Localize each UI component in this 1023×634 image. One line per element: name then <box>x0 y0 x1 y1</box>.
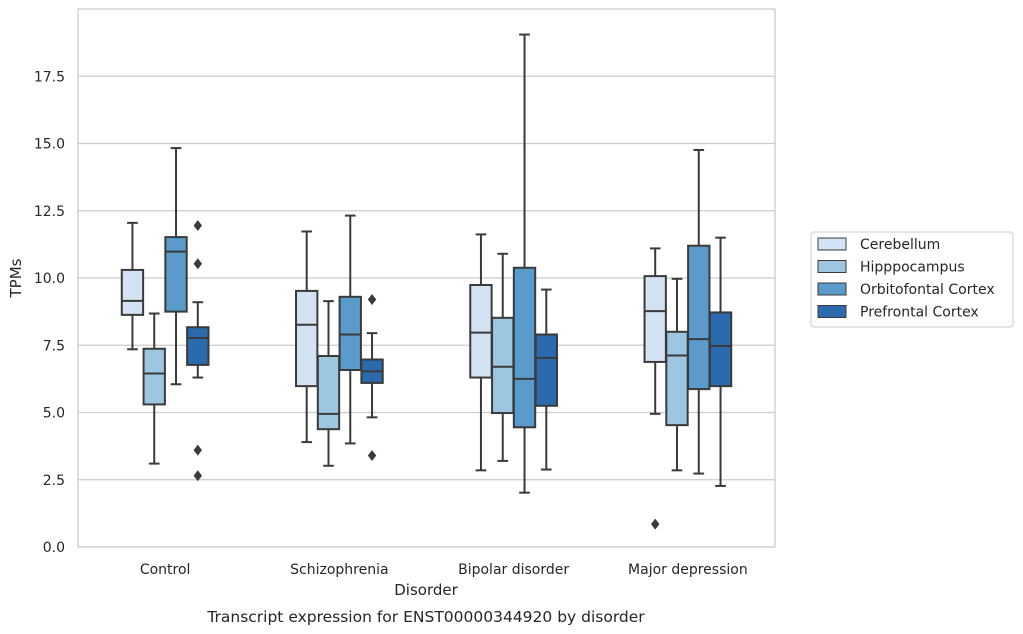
box-prefrontal-cortex-bipolar-disorder <box>536 290 557 470</box>
legend: Cerebellum Hipppocampus Orbitofontal Corte… <box>811 232 1013 327</box>
outlier-point <box>194 445 202 456</box>
y-axis-label: TPMs <box>7 258 25 298</box>
legend-swatch <box>818 261 846 273</box>
box-prefrontal-cortex-control <box>187 220 208 481</box>
x-tick-labels: Control Schizophrenia Bipolar disorder Majo… <box>140 562 748 578</box>
x-axis-label: Disorder <box>394 581 458 599</box>
y-tick-labels: 0.0 2.5 5.0 7.5 10.0 12.5 15.0 17.5 <box>34 69 65 556</box>
x-tick-label: Bipolar disorder <box>458 562 569 578</box>
box-iqr <box>296 291 317 386</box>
x-tick-label: Schizophrenia <box>290 562 388 578</box>
outlier-point <box>368 450 376 461</box>
box-iqr <box>536 334 557 405</box>
box-hipppocampus-bipolar-disorder <box>492 254 513 461</box>
box-orbitofontal-cortex-control <box>165 148 186 384</box>
box-orbitofontal-cortex-major-depression <box>688 150 709 474</box>
outlier-point <box>194 258 202 269</box>
box-cerebellum-control <box>122 223 143 349</box>
box-hipppocampus-major-depression <box>666 279 687 471</box>
x-tick-label: Major depression <box>628 562 748 578</box>
box-iqr <box>666 332 687 425</box>
box-iqr <box>187 327 208 365</box>
box-hipppocampus-schizophrenia <box>318 301 339 466</box>
legend-label: Prefrontal Cortex <box>860 305 979 321</box>
chart-caption: Transcript expression for ENST0000034492… <box>206 608 645 626</box>
box-iqr <box>122 270 143 315</box>
outlier-point <box>194 220 202 231</box>
y-tick-label: 12.5 <box>34 204 65 220</box>
box-prefrontal-cortex-major-depression <box>710 238 731 486</box>
y-tick-label: 10.0 <box>34 271 65 287</box>
box-iqr <box>645 276 666 362</box>
x-tick-label: Control <box>140 562 191 578</box>
legend-label: Cerebellum <box>860 237 940 253</box>
box-iqr <box>165 237 186 312</box>
box-iqr <box>688 246 709 389</box>
box-plot-chart: 0.0 2.5 5.0 7.5 10.0 12.5 15.0 17.5 Control Schi… <box>0 0 1023 634</box>
y-tick-label: 0.0 <box>43 540 65 556</box>
box-iqr <box>318 356 339 429</box>
box-cerebellum-bipolar-disorder <box>470 234 491 470</box>
y-tick-label: 7.5 <box>43 338 65 354</box>
box-iqr <box>470 285 491 378</box>
box-iqr <box>340 297 361 370</box>
box-orbitofontal-cortex-bipolar-disorder <box>514 35 535 493</box>
box-orbitofontal-cortex-schizophrenia <box>340 216 361 444</box>
box-iqr <box>710 312 731 386</box>
box-iqr <box>492 318 513 413</box>
box-prefrontal-cortex-schizophrenia <box>361 294 382 461</box>
box-series-group <box>122 35 731 530</box>
box-cerebellum-major-depression <box>645 248 666 529</box>
box-cerebellum-schizophrenia <box>296 231 317 442</box>
legend-label: Hipppocampus <box>860 260 965 276</box>
box-iqr <box>514 268 535 428</box>
outlier-point <box>651 519 659 530</box>
y-tick-label: 17.5 <box>34 69 65 85</box>
outlier-point <box>368 294 376 305</box>
legend-swatch <box>818 306 846 318</box>
legend-swatch <box>818 283 846 295</box>
box-hipppocampus-control <box>144 314 165 464</box>
y-tick-label: 5.0 <box>43 406 65 422</box>
box-iqr <box>144 349 165 405</box>
legend-swatch <box>818 238 846 250</box>
y-tick-label: 2.5 <box>43 473 65 489</box>
legend-label: Orbitofontal Cortex <box>860 282 995 298</box>
y-tick-label: 15.0 <box>34 137 65 153</box>
